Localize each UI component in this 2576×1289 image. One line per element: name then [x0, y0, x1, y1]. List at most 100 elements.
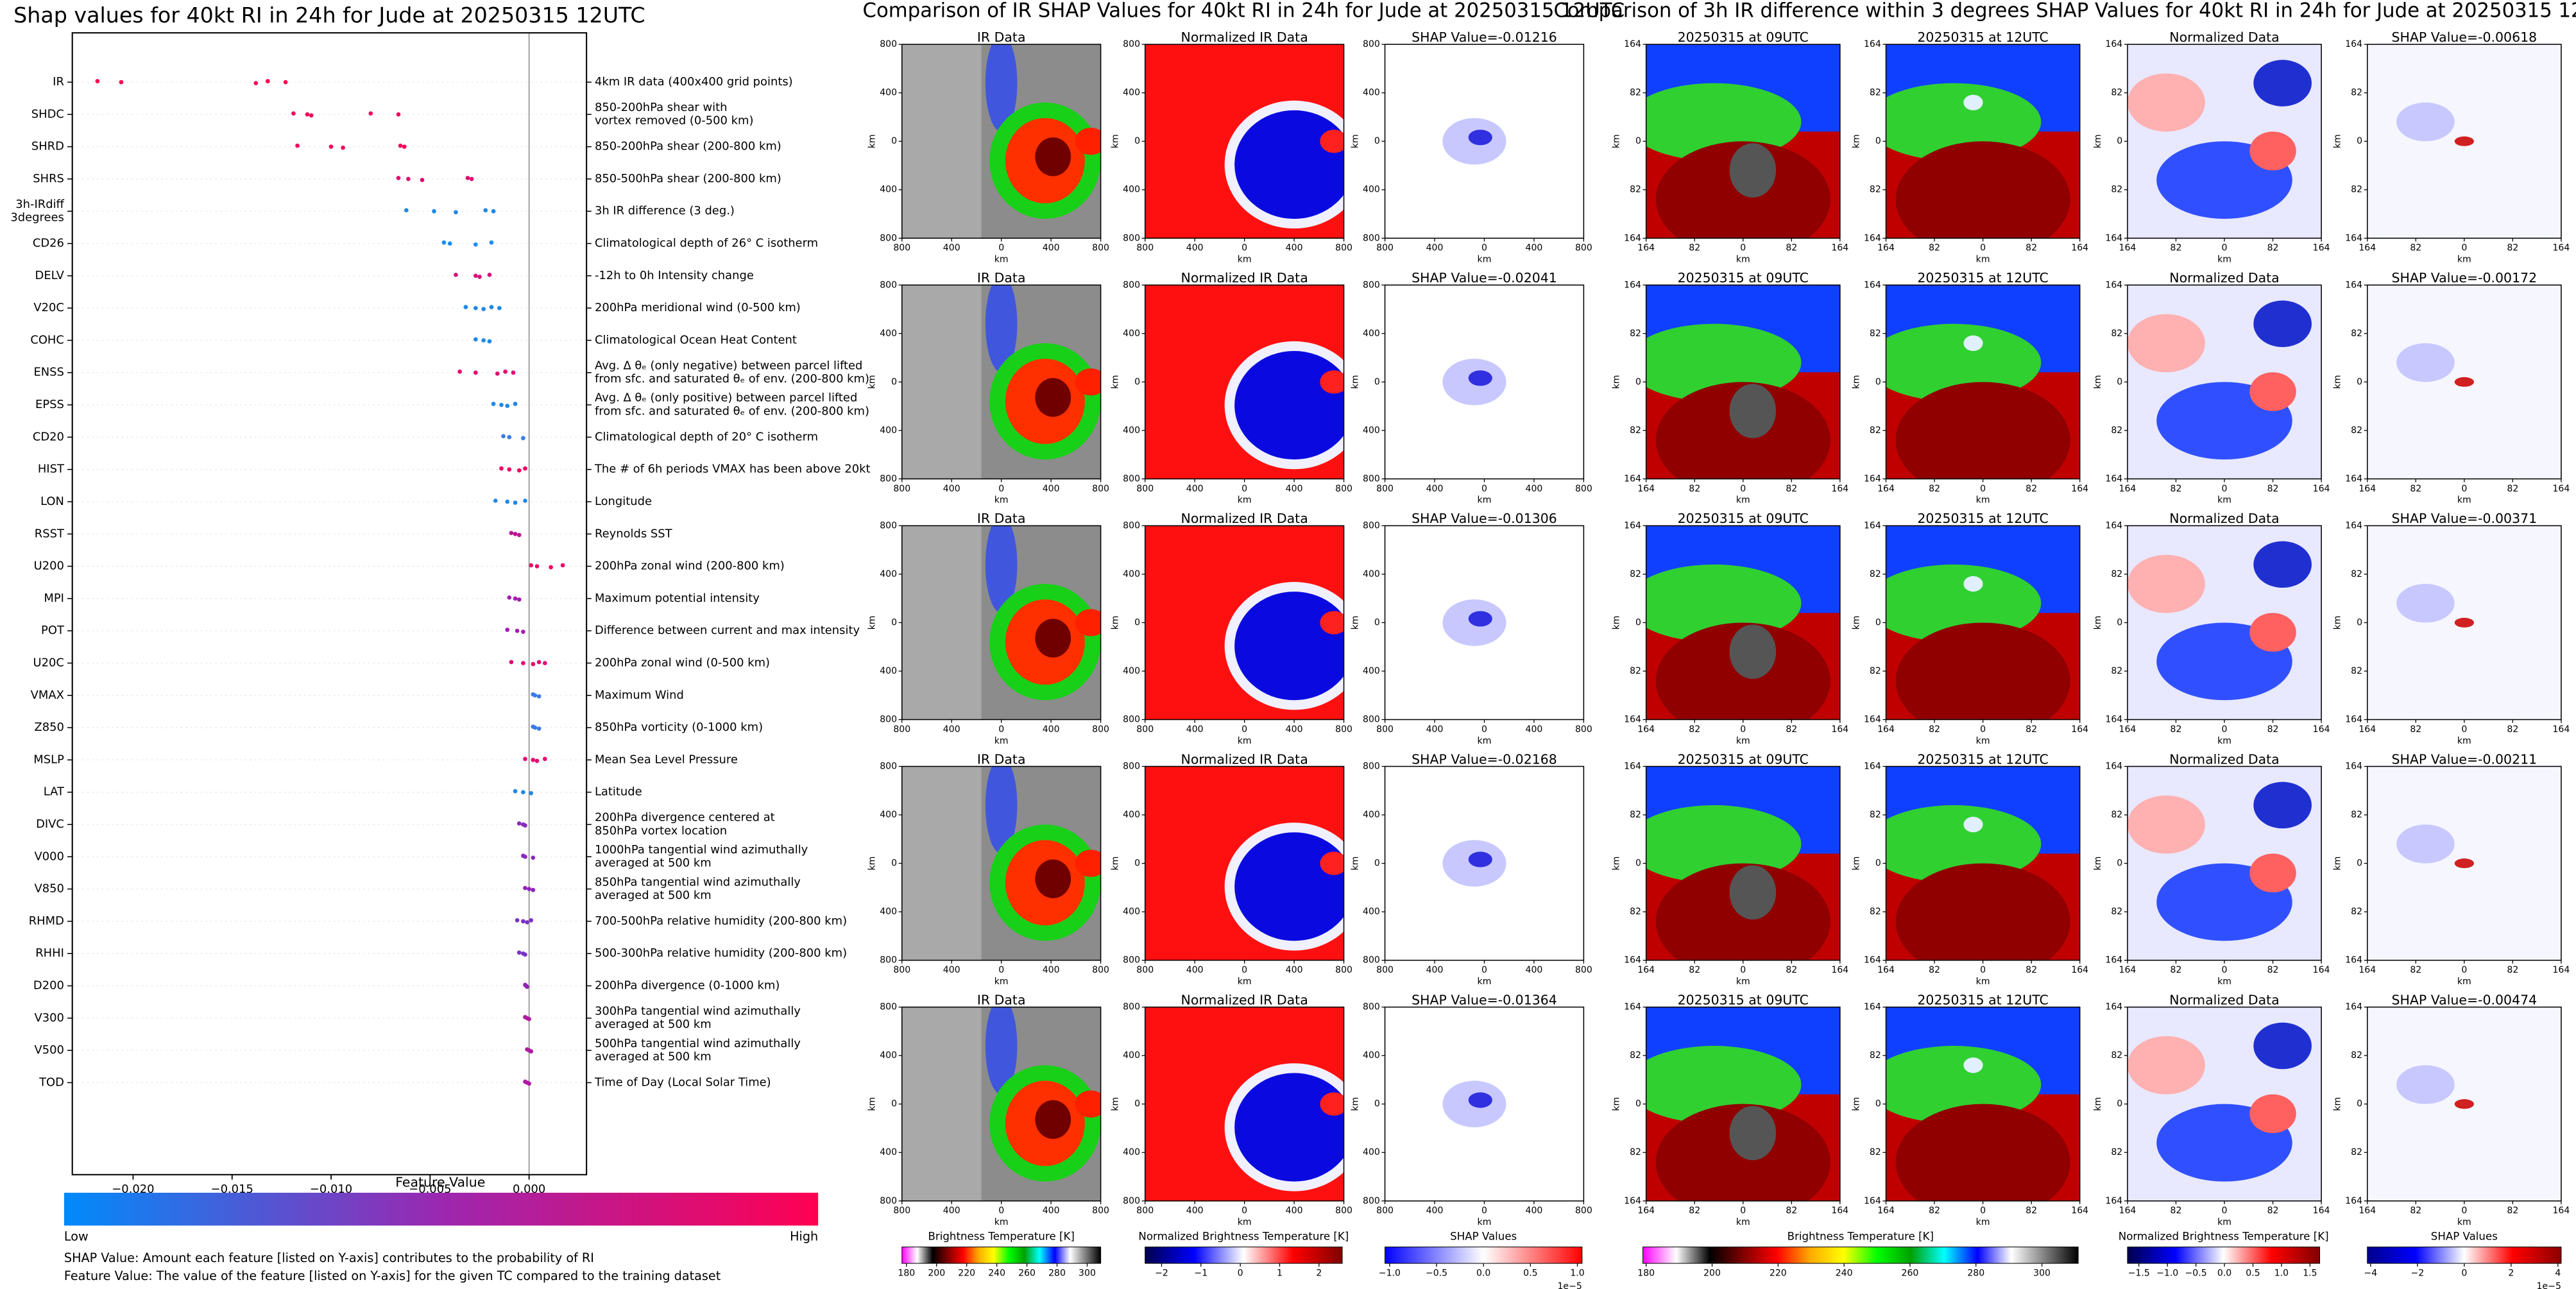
image-shape [1895, 863, 2070, 960]
image-shape [1035, 1100, 1071, 1140]
y-tick-label: 0 [2357, 858, 2362, 869]
y-tick-label: 164 [1624, 474, 1641, 484]
y-tick-label: 0 [1875, 617, 1881, 627]
panel-title: 20250315 at 12UTC [1917, 992, 2048, 1007]
x-axis-label: km [2457, 1217, 2471, 1227]
x-tick-label: 800 [1575, 965, 1592, 975]
x-axis-label: km [1736, 736, 1750, 746]
x-tick-label: 164 [2358, 243, 2376, 253]
x-tick-label: 0 [1980, 724, 1986, 735]
panel-title: IR Data [977, 511, 1026, 526]
shap-point [513, 789, 518, 794]
y-tick-label: 82 [1870, 666, 1881, 676]
feature-label: SHDC [31, 107, 64, 121]
y-tick-label: 800 [1123, 39, 1140, 49]
colorbar-tick-label: 0.0 [1476, 1268, 1490, 1278]
image-shape [2127, 1036, 2205, 1095]
panel-image [2127, 1007, 2322, 1201]
feature-description: 200hPa zonal wind (200-800 km) [595, 559, 785, 573]
y-tick-label: 400 [880, 88, 897, 98]
panel-image [901, 766, 1101, 960]
panel-image [2127, 285, 2322, 479]
y-tick-label: 164 [1864, 233, 1881, 243]
image-shape [2127, 795, 2205, 854]
y-axis-label: km [2093, 375, 2103, 389]
shap-point [491, 209, 496, 214]
grid-title: Comparison of IR SHAP Values for 40kt RI… [863, 0, 1625, 22]
x-tick-label: 0 [998, 724, 1004, 735]
x-tick-label: 0 [2461, 965, 2467, 975]
x-axis-label: km [1478, 977, 1492, 987]
image-shape [1729, 1105, 1777, 1161]
x-tick-label: 400 [943, 1206, 960, 1216]
feature-description: 200hPa meridional wind (0-500 km) [595, 301, 801, 314]
x-tick-label: 164 [1831, 1206, 1848, 1216]
y-axis-label: km [1851, 375, 1861, 389]
panel-image [2367, 766, 2561, 960]
y-tick-label: 400 [880, 425, 897, 436]
feature-label: SHRS [33, 172, 64, 185]
x-axis-label: km [2217, 977, 2231, 987]
shap-point [531, 662, 536, 667]
x-tick-label: 164 [1877, 965, 1895, 975]
y-axis-label: km [867, 857, 878, 871]
feature-description-line: from sfc. and saturated θₑ of env. (200-… [595, 372, 869, 386]
colorbar-tick-label: 280 [1048, 1268, 1066, 1278]
x-tick-label: 400 [1043, 243, 1060, 253]
panel-title: SHAP Value=-0.02168 [1412, 751, 1557, 767]
y-tick-label: 82 [2351, 88, 2362, 98]
feature-description: 850-200hPa shear with vortex removed (0-5… [595, 101, 754, 128]
x-tick-label: 400 [1286, 965, 1303, 975]
shap-point [454, 210, 458, 215]
image-shape [2454, 136, 2474, 146]
x-tick-label: 82 [2410, 1206, 2421, 1216]
shap-point [523, 854, 527, 859]
y-tick-label: 0 [891, 858, 897, 869]
feature-label: MSLP [33, 753, 64, 766]
y-tick-label: 400 [1363, 666, 1380, 676]
y-tick-label: 400 [880, 1147, 897, 1157]
x-tick-label: 164 [1637, 243, 1655, 253]
colorbar-tick-label: −1.5 [2128, 1268, 2150, 1278]
image-shape [901, 1007, 982, 1201]
x-tick-label: 82 [2267, 965, 2279, 975]
y-tick-label: 400 [1363, 569, 1380, 579]
shap-point [521, 436, 525, 441]
feature-label-line: ENSS [33, 366, 64, 379]
x-tick-label: 164 [1831, 965, 1848, 975]
colorbar-tick-label: −2 [2410, 1268, 2424, 1278]
feature-description-line: Reynolds SST [595, 527, 672, 540]
x-tick-label: 164 [2119, 484, 2136, 494]
colorbar [1642, 1246, 2079, 1264]
shap-point [523, 466, 527, 471]
shap-point [501, 434, 506, 439]
x-tick-label: 800 [893, 243, 910, 253]
image-shape [1075, 609, 1101, 636]
x-tick-label: −0.015 [211, 1182, 253, 1196]
x-tick-label: −0.010 [310, 1182, 352, 1196]
x-tick-label: 400 [1043, 724, 1060, 735]
feature-description-line: 500hPa tangential wind azimuthally [595, 1037, 801, 1050]
x-tick-label: 164 [1831, 724, 1848, 735]
shap-point [507, 467, 512, 472]
y-tick-label: 400 [1123, 425, 1140, 436]
y-tick-label: 164 [1864, 39, 1881, 49]
x-axis-label: km [994, 736, 1009, 746]
shap-point [531, 855, 536, 860]
x-tick-label: 0 [2461, 724, 2467, 735]
y-axis-label: km [1851, 616, 1861, 630]
shap-point [527, 1016, 531, 1021]
y-axis-label: km [1350, 616, 1360, 630]
y-tick-label: 800 [1363, 955, 1380, 966]
panel-title: SHAP Value=-0.00618 [2392, 30, 2538, 45]
x-tick-label: 82 [2026, 484, 2037, 494]
y-tick-label: 82 [1630, 88, 1641, 98]
feature-label: COHC [30, 333, 64, 346]
feature-description: 850-200hPa shear (200-800 km) [595, 140, 781, 153]
y-tick-label: 164 [1624, 761, 1641, 771]
y-tick-label: 164 [2345, 715, 2362, 725]
feature-label-line: Z850 [34, 721, 64, 734]
feature-description: 3h IR difference (3 deg.) [595, 204, 735, 218]
shap-point [515, 628, 520, 633]
y-tick-label: 800 [1123, 761, 1140, 771]
